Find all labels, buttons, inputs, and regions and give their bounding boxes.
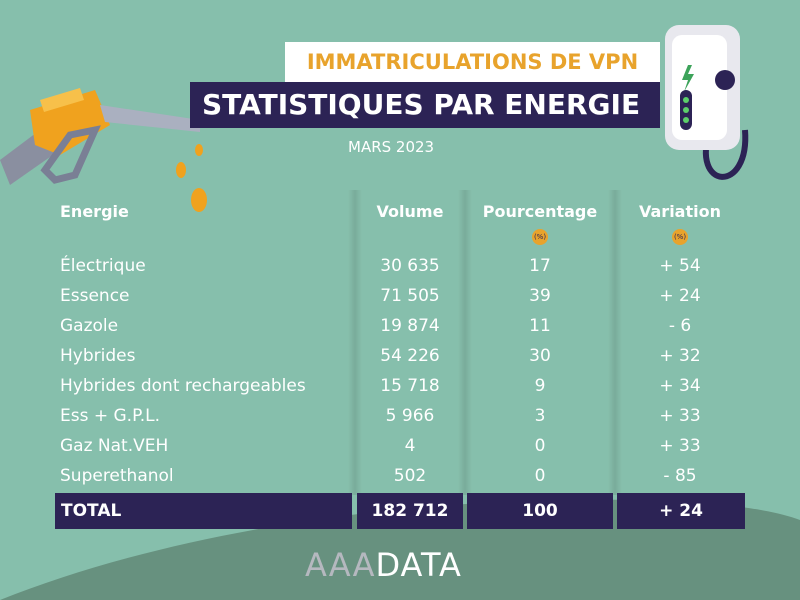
column-divider	[608, 190, 622, 495]
header-energie: Energie	[60, 202, 129, 221]
cell-volume: 71 505	[380, 286, 440, 306]
header-variation: Variation	[639, 202, 721, 221]
cell-volume: 15 718	[380, 376, 440, 396]
percent-unit-badge: (%)	[532, 229, 548, 245]
page-title: STATISTIQUES PAR ENERGIE	[190, 82, 660, 128]
ev-charger-icon	[665, 25, 749, 180]
logo-part2: DATA	[375, 546, 462, 584]
table-row: Hybrides dont rechargeables 15 718 9 + 34	[0, 376, 800, 406]
logo-part1: AAA	[305, 546, 376, 584]
cell-volume: 30 635	[380, 256, 440, 276]
cell-energie: Essence	[60, 286, 130, 306]
cell-volume: 502	[393, 466, 427, 486]
cell-volume: 5 966	[385, 406, 435, 426]
cell-pct: 39	[529, 286, 551, 306]
cell-var: + 54	[659, 256, 701, 276]
table-row: Ess + G.P.L. 5 966 3 + 33	[0, 406, 800, 436]
cell-pct: 11	[529, 316, 551, 336]
table-row: Essence 71 505 39 + 24	[0, 286, 800, 316]
aaadata-logo: AAADATA	[305, 545, 462, 585]
cell-var: + 32	[659, 346, 701, 366]
cell-var: + 34	[659, 376, 701, 396]
cell-pct: 9	[534, 376, 546, 396]
header-volume: Volume	[376, 202, 444, 221]
header-pourcentage: Pourcentage	[482, 202, 598, 221]
cell-energie: Superethanol	[60, 466, 174, 486]
percent-unit-badge: (%)	[672, 229, 688, 245]
total-label: TOTAL	[61, 501, 122, 521]
cell-pct: 30	[529, 346, 551, 366]
table-row: Gazole 19 874 11 - 6	[0, 316, 800, 346]
subtitle-banner: IMMATRICULATIONS DE VPN	[285, 42, 660, 82]
cell-energie: Gazole	[60, 316, 119, 336]
cell-var: + 33	[659, 436, 701, 456]
date-label: MARS 2023	[348, 138, 435, 156]
cell-volume: 19 874	[380, 316, 440, 336]
column-divider	[348, 190, 362, 495]
total-label-cell: TOTAL	[55, 493, 352, 529]
cell-var: - 85	[663, 466, 697, 486]
fuel-nozzle-icon	[0, 88, 207, 212]
cell-volume: 4	[404, 436, 416, 456]
cell-var: + 33	[659, 406, 701, 426]
table-row: Superethanol 502 0 - 85	[0, 466, 800, 496]
total-percentage: 100	[467, 493, 613, 529]
column-divider	[458, 190, 472, 495]
cell-pct: 17	[529, 256, 551, 276]
cell-var: - 6	[668, 316, 692, 336]
cell-energie: Ess + G.P.L.	[60, 406, 160, 426]
table-row: Gaz Nat.VEH 4 0 + 33	[0, 436, 800, 466]
total-variation: + 24	[617, 493, 745, 529]
cell-var: + 24	[659, 286, 701, 306]
cell-pct: 3	[534, 406, 546, 426]
table-row: Hybrides 54 226 30 + 32	[0, 346, 800, 376]
cell-pct: 0	[534, 466, 546, 486]
cell-energie: Hybrides	[60, 346, 136, 366]
cell-energie: Électrique	[60, 256, 146, 276]
table-row: Électrique 30 635 17 + 54	[0, 256, 800, 286]
cell-pct: 0	[534, 436, 546, 456]
cell-energie: Gaz Nat.VEH	[60, 436, 169, 456]
cell-volume: 54 226	[380, 346, 440, 366]
cell-energie: Hybrides dont rechargeables	[60, 376, 306, 396]
total-volume: 182 712	[357, 493, 463, 529]
